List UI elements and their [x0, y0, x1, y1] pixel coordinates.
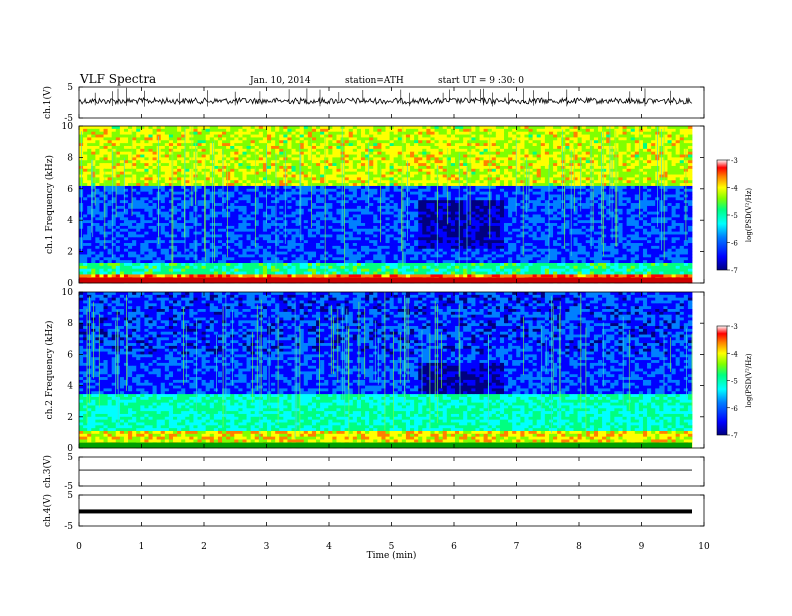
ch2-spectrogram-cells — [79, 292, 692, 448]
colorbar-scale — [717, 160, 727, 270]
colorbar-tick-label: -5 — [731, 212, 738, 220]
ch1-spectrogram-ylabel: ch.1 Frequency (kHz) — [44, 155, 55, 254]
ch1-spectrogram-cells — [79, 126, 692, 283]
colorbar-label: log(PSD(V²/Hz) — [745, 353, 753, 408]
colorbar-tick-label: -3 — [731, 323, 738, 331]
x-tick-label: 1 — [139, 542, 145, 552]
colorbar-tick-label: -4 — [731, 185, 738, 193]
ch2-spectrogram-ylabel: ch.2 Frequency (kHz) — [44, 321, 55, 420]
ch2-colorbar: -3 -4 -5 -6 -7 log(PSD(V²/Hz) — [717, 323, 753, 440]
x-tick-label: 0 — [76, 542, 82, 552]
y-tick-label: 4 — [67, 216, 73, 226]
x-tick-label: 8 — [576, 542, 582, 552]
colorbar-label: log(PSD(V²/Hz) — [745, 188, 753, 243]
colorbar-tick-label: -7 — [731, 267, 738, 275]
station-label: station=ATH — [345, 76, 404, 86]
x-tick-label: 4 — [326, 542, 332, 552]
y-tick-label: 5 — [67, 453, 73, 463]
ch2-spectrogram-base-band — [79, 443, 692, 448]
colorbar-tick-label: -4 — [731, 350, 738, 358]
ch1-spectrogram-base-band — [79, 278, 692, 283]
y-tick-label: 2 — [67, 413, 73, 423]
x-tick-label: 10 — [698, 542, 710, 552]
colorbar-tick-label: -7 — [731, 432, 738, 440]
y-tick-label: 4 — [67, 382, 73, 392]
y-tick-label: 5 — [67, 491, 73, 501]
date-label: Jan. 10, 2014 — [249, 76, 311, 86]
y-tick-label: 2 — [67, 248, 73, 258]
colorbar-tick-label: -3 — [731, 157, 738, 165]
ch3-waveform-frame — [79, 457, 704, 486]
y-tick-label: 5 — [67, 83, 73, 93]
x-tick-label: 3 — [264, 542, 270, 552]
ch1-waveform-trace — [79, 98, 692, 104]
ch4-waveform-panel: 5 -5 ch.4(V) — [42, 491, 704, 532]
colorbar-scale — [717, 326, 727, 435]
y-tick-label: 10 — [62, 288, 74, 298]
y-tick-label: 8 — [67, 153, 73, 163]
colorbar-tick-label: -6 — [731, 240, 738, 248]
ch1-waveform-ylabel: ch.1(V) — [42, 86, 53, 119]
ch4-waveform-trace — [79, 509, 692, 513]
x-tick-label: 6 — [451, 542, 457, 552]
x-tick-label: 7 — [514, 542, 520, 552]
colorbar-tick-label: -5 — [731, 378, 738, 386]
ch4-waveform-ylabel: ch.4(V) — [42, 494, 53, 527]
y-tick-label: 6 — [67, 350, 73, 360]
y-tick-label: 10 — [62, 122, 74, 132]
ch3-waveform-ylabel: ch.3(V) — [42, 455, 53, 488]
x-axis-label: Time (min) — [367, 550, 417, 561]
y-tick-label: -5 — [64, 522, 73, 532]
ch3-waveform-panel: 5-5ch.3(V) — [42, 453, 704, 492]
x-tick-label: 2 — [201, 542, 207, 552]
colorbar-tick-label: -6 — [731, 405, 738, 413]
start-time-label: start UT = 9 :30: 0 — [438, 76, 524, 86]
y-tick-label: 6 — [67, 185, 73, 195]
figure-title: VLF Spectra — [79, 72, 156, 86]
y-tick-label: 8 — [67, 319, 73, 329]
ch1-waveform-panel: 5-5ch.1(V) — [42, 83, 704, 124]
x-tick-label: 9 — [639, 542, 645, 552]
ch1-colorbar: -3 -4 -5 -6 -7 log(PSD(V²/Hz) — [717, 157, 753, 275]
